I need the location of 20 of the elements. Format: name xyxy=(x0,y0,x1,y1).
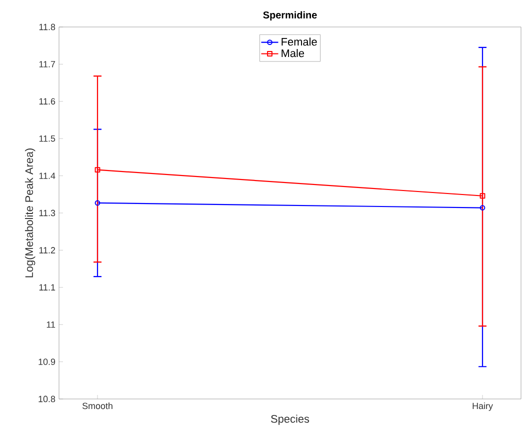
y-axis-title: Log(Metabolite Peak Area) xyxy=(24,148,36,278)
x-tick-label: Smooth xyxy=(82,402,112,410)
y-tick-label: 11.5 xyxy=(39,135,56,142)
y-tick-label: 11.7 xyxy=(39,61,56,68)
x-tick-label: Hairy xyxy=(472,402,493,411)
x-axis-title: Species xyxy=(271,414,310,425)
chart-title: Spermidine xyxy=(263,11,317,20)
y-tick-label: 11.2 xyxy=(39,247,56,254)
legend-label: Female xyxy=(282,38,317,46)
point xyxy=(480,193,486,199)
y-tick-label: 10.8 xyxy=(38,396,56,402)
legend-label: Male xyxy=(282,49,304,58)
y-tick-label: 11.6 xyxy=(39,98,56,105)
y-tick-label: 11.4 xyxy=(39,172,56,179)
y-tick-label: 11 xyxy=(46,321,56,328)
y-tick-label: 11.3 xyxy=(39,210,56,216)
y-tick-label: 11.8 xyxy=(39,24,56,30)
y-tick-label: 11.1 xyxy=(39,284,56,290)
y-tick-label: 10.9 xyxy=(38,358,56,365)
point xyxy=(94,167,100,173)
